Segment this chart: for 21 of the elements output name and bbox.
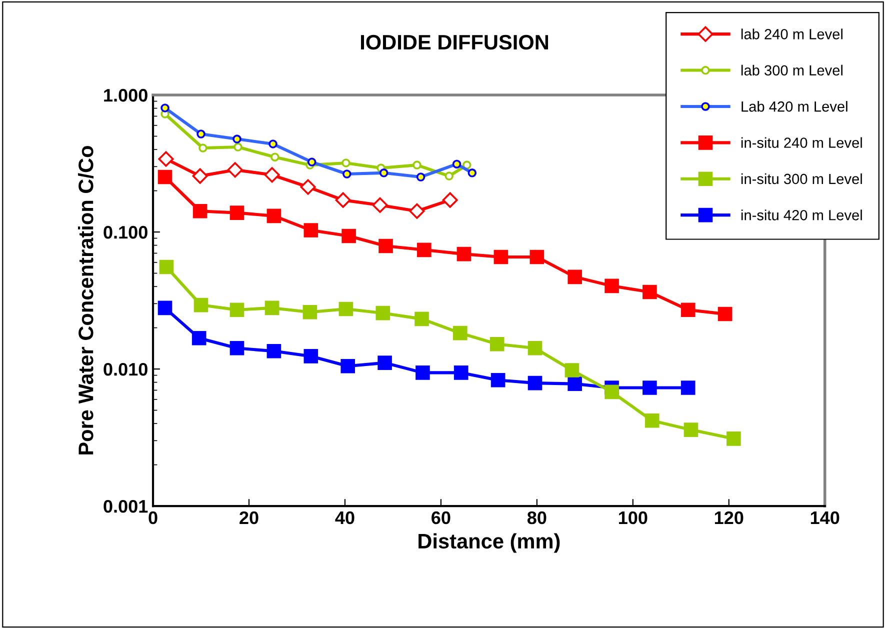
chart-title: IODIDE DIFFUSION: [361, 34, 548, 50]
legend-label: in-situ 240 m Level: [741, 137, 862, 148]
legend-label: lab 300 m Level: [741, 64, 842, 76]
x-tick-label: 120: [714, 511, 744, 524]
legend-label: lab 240 m Level: [741, 28, 842, 40]
legend-label: Lab 420 m Level: [742, 101, 848, 112]
x-tick-label: 20: [240, 511, 258, 524]
legend-label: in-situ 420 m Level: [741, 210, 862, 220]
y-tick-label: 0.001: [104, 500, 148, 513]
y-tick-label: 0.100: [104, 226, 148, 239]
x-tick-label: 80: [527, 511, 546, 524]
x-tick-label: 0: [148, 511, 158, 524]
y-tick-label: 1.000: [104, 88, 148, 102]
legend-label: in-situ 300 m Level: [741, 173, 862, 184]
x-tick-label: 40: [335, 511, 354, 524]
y-tick-label: 0.010: [104, 362, 148, 376]
y-axis-title: Pore Water Concentration C/Co: [78, 146, 94, 454]
x-tick-label: 100: [618, 511, 648, 524]
x-axis-title: Distance (mm): [418, 533, 560, 553]
x-tick-label: 60: [432, 511, 450, 524]
x-tick-label: 140: [810, 511, 840, 524]
